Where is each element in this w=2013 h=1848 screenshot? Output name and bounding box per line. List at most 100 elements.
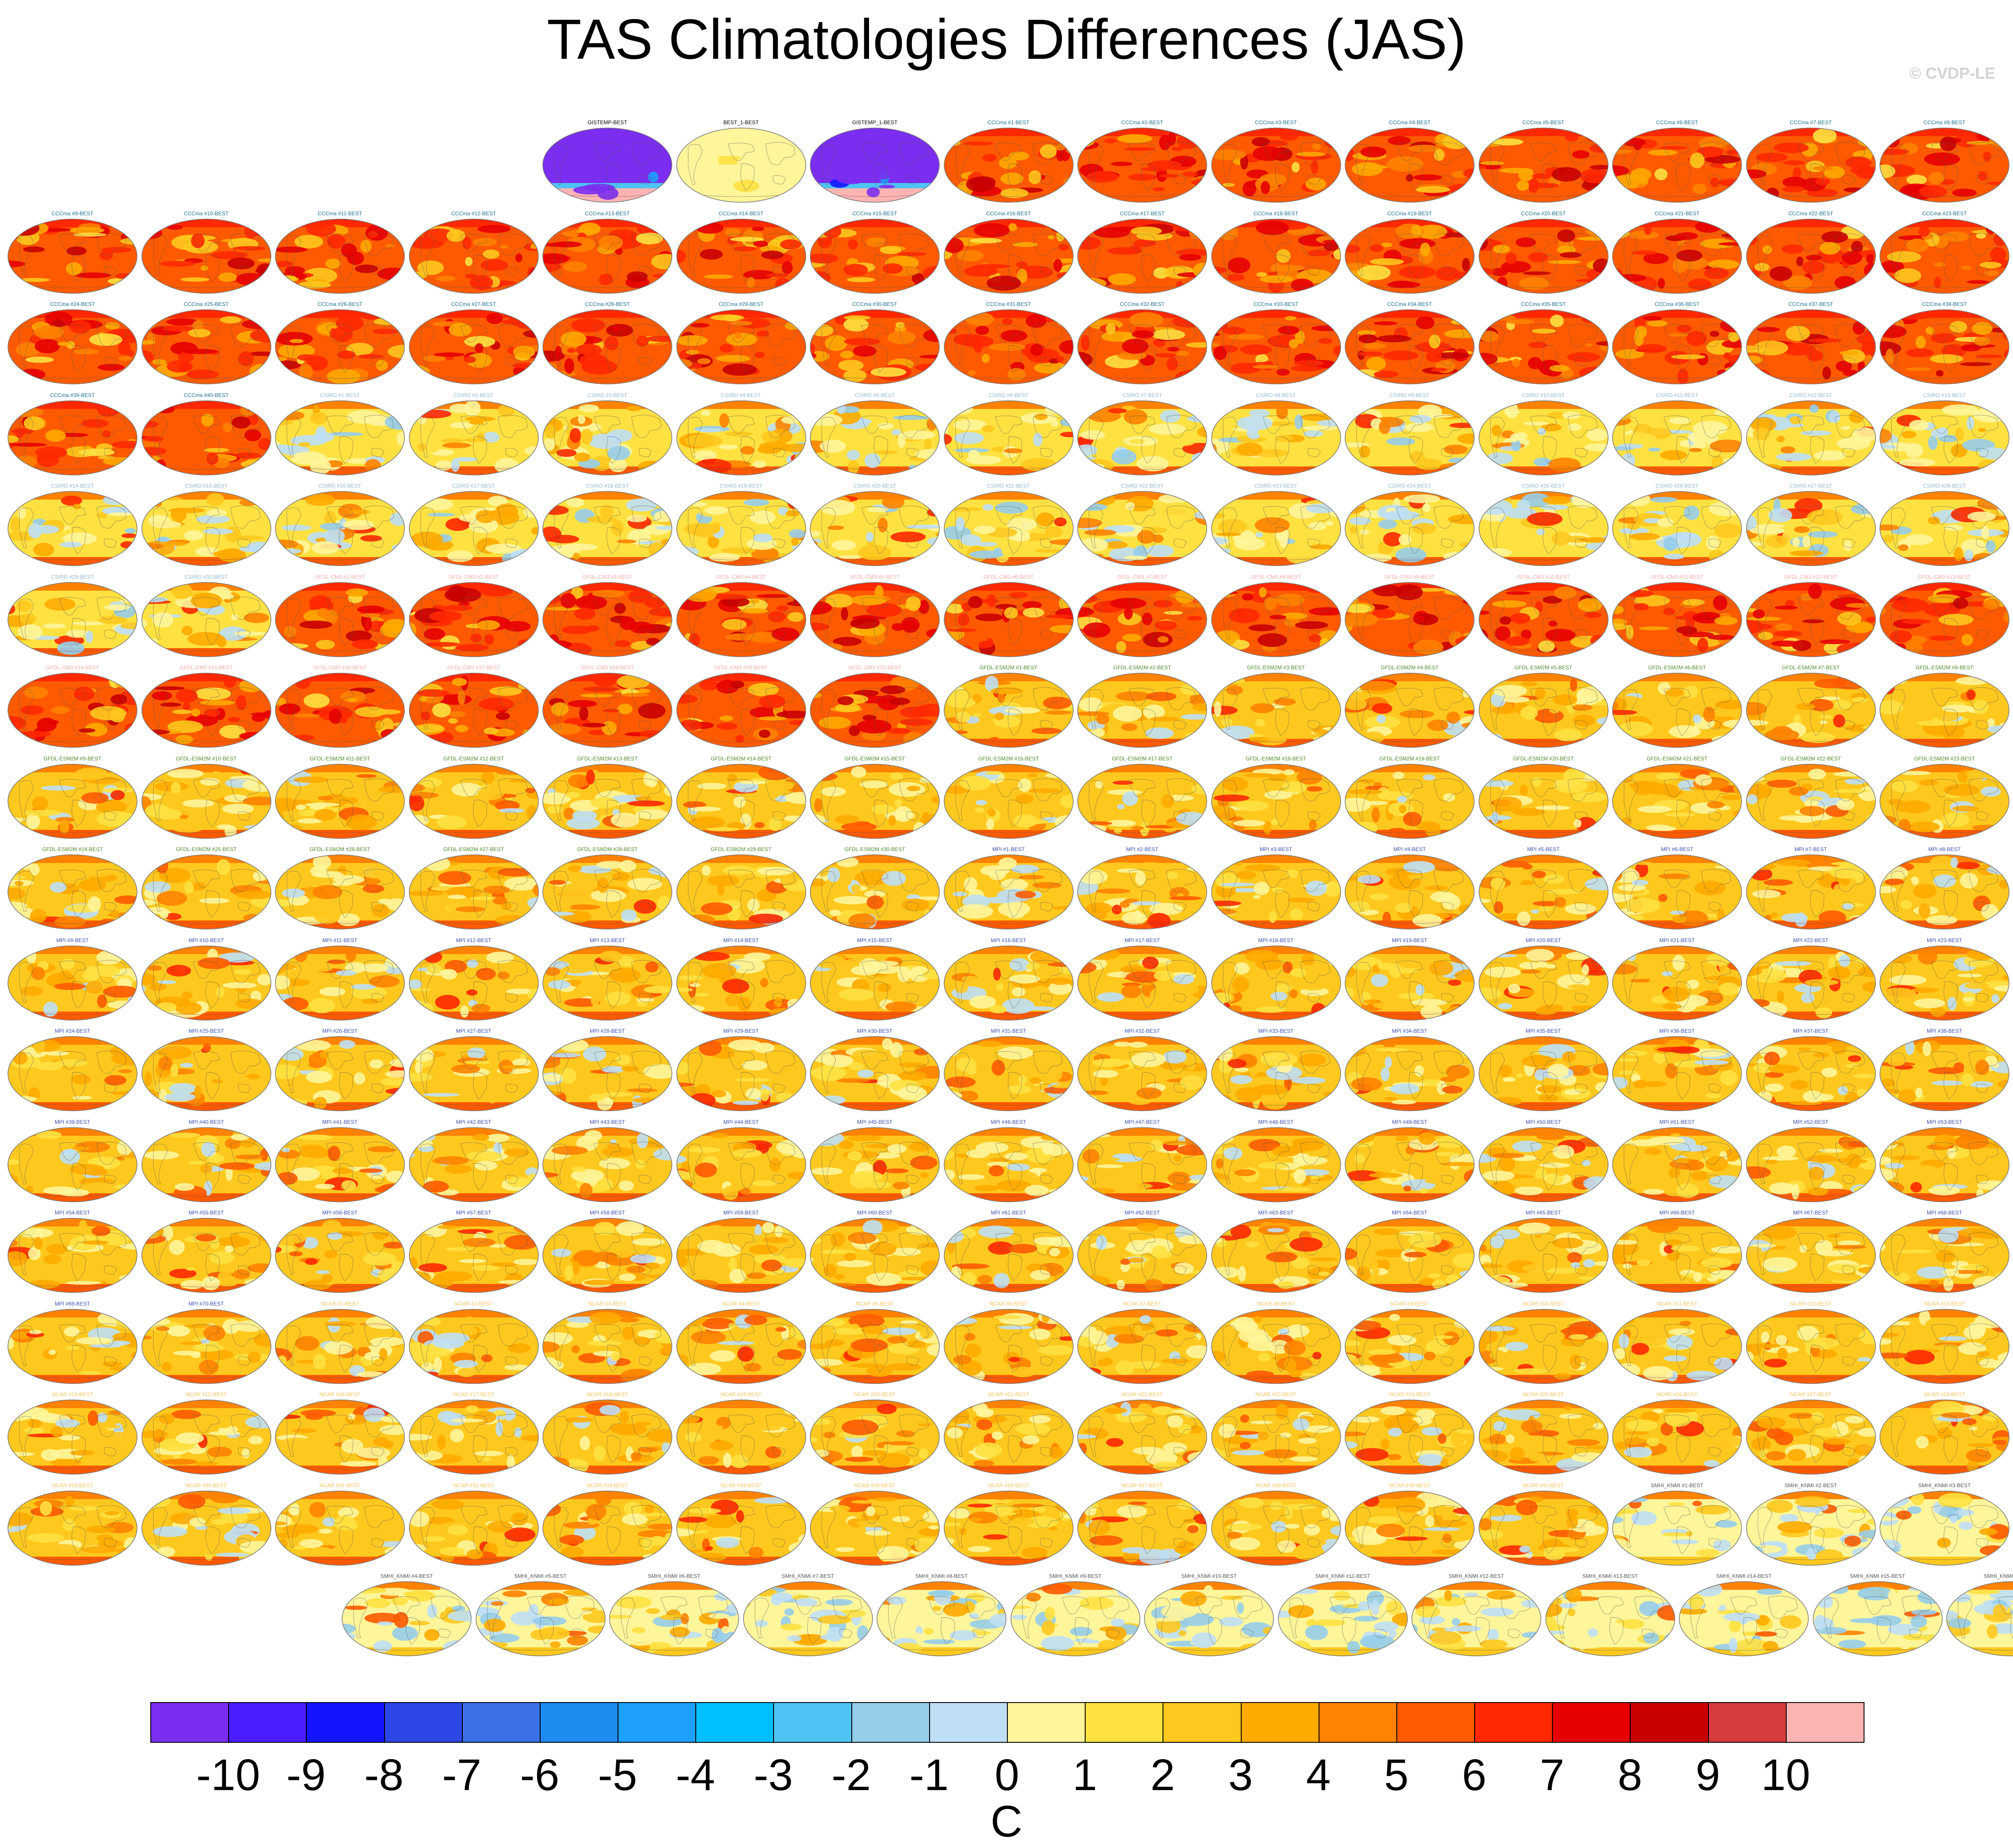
globe-map [1880, 764, 2009, 839]
map-panel-title: NCAR #7-BEST [1123, 1300, 1162, 1307]
globe-map [1277, 1581, 1408, 1657]
map-panel-title: CCCma #2-BEST [1121, 119, 1163, 126]
map-panel-title: GFDL-CM3 #19-BEST [714, 664, 768, 671]
map-panel: NCAR #9-BEST [1343, 1301, 1476, 1387]
map-panel-title: GFDL-CM3 #12-BEST [1784, 573, 1838, 580]
globe-map [1880, 309, 2009, 385]
map-panel: MPI #66-BEST [1611, 1210, 1743, 1296]
globe-map [1478, 1399, 1609, 1475]
map-panel: MPI #15-BEST [808, 937, 941, 1023]
map-panel: NCAR #31-BEST [274, 1482, 406, 1569]
globe-map [943, 582, 1074, 657]
map-panel-title: GFDL-ESM2M #9-BEST [43, 755, 102, 762]
globe-map [542, 309, 672, 385]
map-panel: CCCma #32-BEST [1076, 301, 1209, 387]
map-panel: GFDL-ESM2M #28-BEST [541, 846, 674, 932]
map-panel: NCAR #19-BEST [675, 1391, 808, 1478]
globe-map [1478, 1490, 1609, 1565]
map-panel: MPI #35-BEST [1477, 1028, 1610, 1114]
map-panel: NCAR #21-BEST [942, 1391, 1075, 1478]
globe-map [408, 1399, 539, 1475]
map-panel: CSIRO #27-BEST [1745, 483, 1877, 569]
globe-map [1612, 127, 1742, 203]
globe-map [676, 672, 806, 748]
globe-map [141, 764, 271, 839]
map-panel-title: MPI #40-BEST [188, 1119, 224, 1125]
globe-map [1211, 1309, 1341, 1384]
map-panel: MPI #20-BEST [1477, 937, 1610, 1023]
globe-map [1478, 854, 1609, 930]
map-panel: SMHI_KNMI #14-BEST [1678, 1573, 1810, 1659]
globe-map [676, 582, 806, 657]
map-panel-title: NCAR #37-BEST [1121, 1482, 1163, 1489]
colorbar-tick-label: -4 [675, 1750, 715, 1800]
map-panel-title: NCAR #15-BEST [186, 1391, 227, 1397]
map-panel: CSIRO #4-BEST [675, 392, 808, 478]
globe-map [542, 127, 672, 203]
globe-map [1746, 1218, 1876, 1293]
map-panel: CCCma #3-BEST [1210, 119, 1342, 206]
map-panel-title: MPI #21-BEST [1659, 937, 1695, 943]
globe-map [743, 1581, 873, 1657]
map-panel: MPI #12-BEST [408, 937, 540, 1023]
globe-map [408, 1490, 539, 1565]
map-panel-title: MPI #25-BEST [188, 1028, 224, 1034]
globe-map [1211, 854, 1341, 930]
map-panel-title: CCCma #24-BEST [50, 301, 95, 307]
globe-map [1746, 400, 1876, 475]
map-panel-title: MPI #54-BEST [54, 1210, 91, 1216]
map-panel-title: MPI #24-BEST [54, 1028, 91, 1034]
map-panel: CCCma #27-BEST [408, 301, 540, 387]
map-panel-title: MPI #58-BEST [589, 1210, 625, 1216]
map-panel-title: CSIRO #27-BEST [1789, 483, 1832, 489]
globe-map [1478, 400, 1609, 475]
globe-map [542, 672, 672, 748]
map-panel-title: CCCma #9-BEST [51, 210, 94, 217]
map-panel-title: CSIRO #6-BEST [988, 392, 1029, 398]
map-panel-title: NCAR #25-BEST [1523, 1391, 1564, 1397]
globe-map [810, 400, 940, 475]
map-panel: CSIRO #19-BEST [675, 483, 808, 569]
map-panel-title: GFDL-ESM2M #30-BEST [844, 846, 905, 852]
map-panel: CSIRO #10-BEST [1477, 392, 1610, 478]
globe-map [1612, 491, 1742, 566]
map-panel: CSIRO #30-BEST [140, 574, 273, 660]
colorbar-tick-label: 5 [1384, 1750, 1409, 1800]
map-panel-title: MPI #18-BEST [1258, 937, 1294, 943]
globe-map [1010, 1581, 1140, 1657]
map-panel-title: NCAR #28-BEST [1924, 1391, 1965, 1397]
map-panel: MPI #23-BEST [1878, 937, 2011, 1023]
colorbar-tick-label: 4 [1306, 1750, 1331, 1800]
map-panel-title: GFDL-CM3 #3-BEST [582, 573, 633, 580]
map-panel-title: NCAR #21-BEST [988, 1391, 1029, 1397]
globe-map [8, 1218, 137, 1293]
map-panel: NCAR #18-BEST [541, 1391, 674, 1478]
globe-map [275, 1309, 405, 1384]
map-panel: CCCma #25-BEST [140, 301, 273, 387]
map-panel: CCCma #23-BEST [1878, 210, 2011, 297]
map-panel-title: CSIRO #2-BEST [454, 392, 494, 398]
map-panel: GFDL-ESM2M #9-BEST [6, 756, 139, 842]
globe-map [1612, 1036, 1742, 1111]
map-panel: GFDL-CM3 #1-BEST [274, 574, 406, 660]
map-panel-title: NCAR #12-BEST [1790, 1300, 1831, 1307]
map-panel: GFDL-CM3 #20-BEST [808, 664, 941, 751]
map-panel: MPI #5-BEST [1477, 846, 1610, 932]
globe-map [408, 672, 539, 748]
map-panel: NCAR #15-BEST [140, 1391, 273, 1478]
map-panel: CCCma #6-BEST [1611, 119, 1743, 206]
map-panel-title: MPI #65-BEST [1525, 1210, 1561, 1216]
colorbar-box [1708, 1702, 1787, 1743]
map-panel: GFDL-CM3 #17-BEST [408, 664, 540, 751]
map-panel-title: MPI #20-BEST [1525, 937, 1561, 943]
globe-map [676, 1218, 806, 1293]
globe-map [1880, 1490, 2009, 1565]
globe-map [542, 854, 672, 930]
map-panel: CSIRO #28-BEST [1878, 483, 2011, 569]
colorbar-tick-label: 7 [1540, 1750, 1565, 1800]
map-panel: CSIRO #5-BEST [808, 392, 941, 478]
map-panel: SMHI_KNMI #12-BEST [1410, 1573, 1543, 1659]
map-panel: NCAR #23-BEST [1210, 1391, 1342, 1478]
globe-map [943, 491, 1074, 566]
map-panel: SMHI_KNMI #11-BEST [1277, 1573, 1409, 1659]
